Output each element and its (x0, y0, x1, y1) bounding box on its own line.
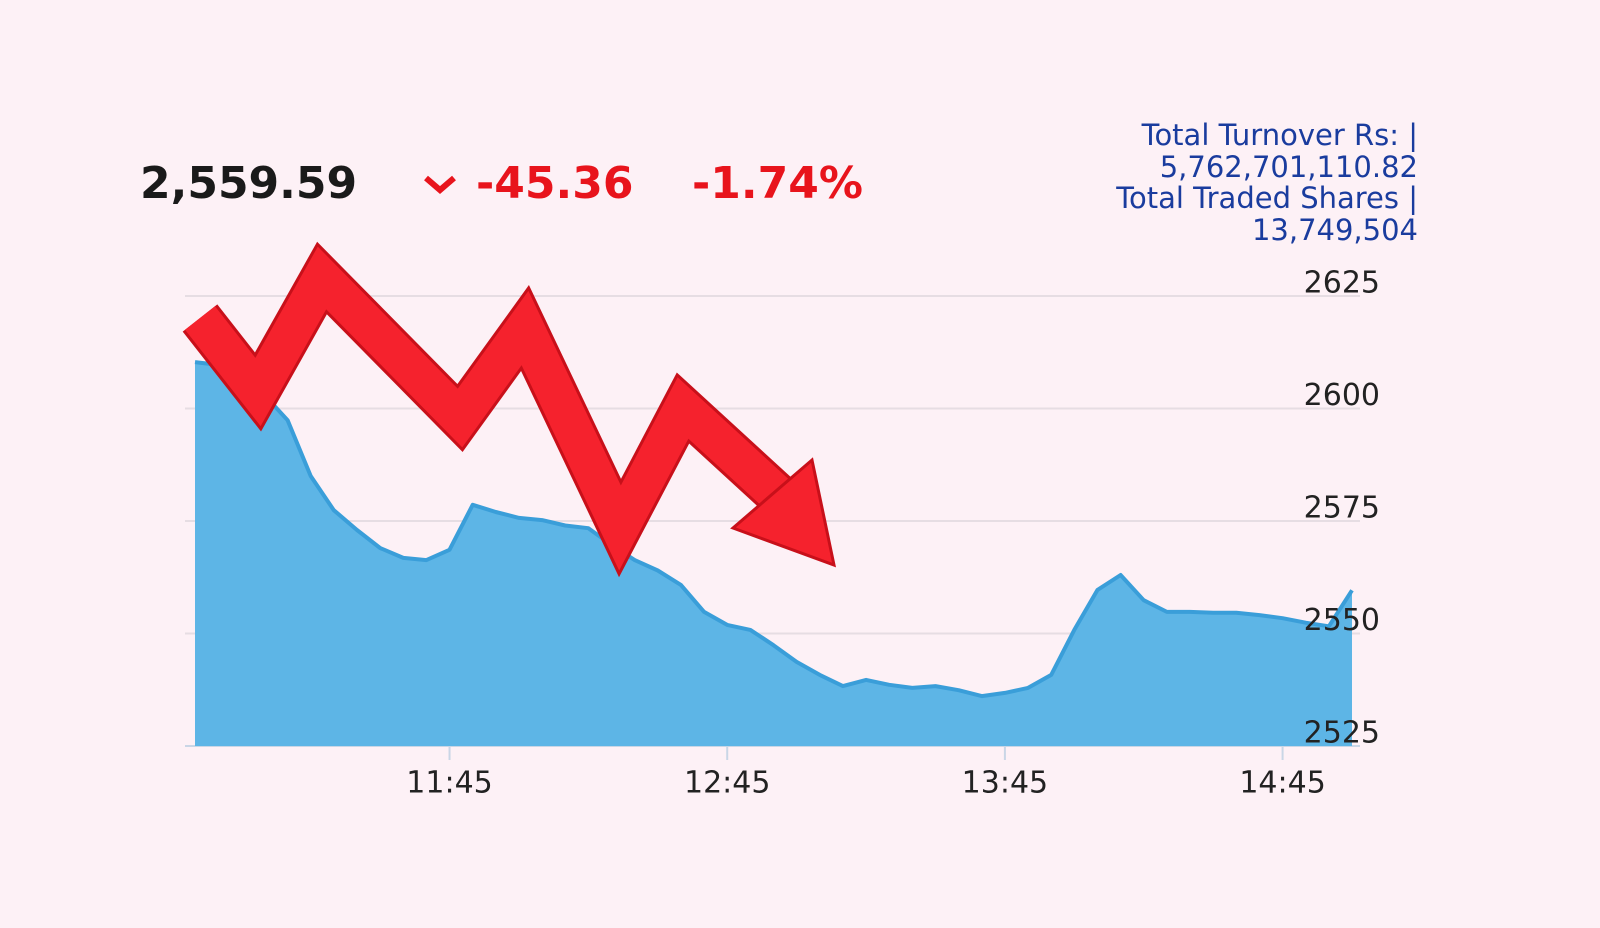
x-tick-label: 11:45 (406, 766, 492, 801)
change: -45.36 (476, 158, 633, 209)
x-tick-label: 13:45 (962, 766, 1048, 801)
y-tick-label: 2550 (1304, 603, 1380, 638)
y-tick-label: 2625 (1304, 266, 1380, 301)
down-chevron (424, 175, 456, 194)
line (194, 360, 1354, 699)
y-tick-label: 2575 (1304, 491, 1380, 526)
price: 2,559.59 (140, 158, 357, 209)
y-tick-label: 2525 (1304, 716, 1380, 751)
arrow-shaft (185, 246, 805, 571)
x-tick-label: 12:45 (684, 766, 770, 801)
y-tick-label: 2600 (1304, 378, 1380, 413)
arrow-head (730, 457, 837, 568)
x-tick-label: 14:45 (1239, 766, 1325, 801)
trend-arrow (182, 241, 837, 578)
percent-change: -1.74% (692, 158, 863, 209)
area (195, 362, 1352, 746)
turnover-value: 5,762,701,110.82 (1160, 150, 1418, 184)
shares-label: Total Traded Shares | (1115, 181, 1418, 215)
turnover-label: Total Turnover Rs: | (1141, 118, 1418, 152)
shares-value: 13,749,504 (1252, 213, 1418, 247)
